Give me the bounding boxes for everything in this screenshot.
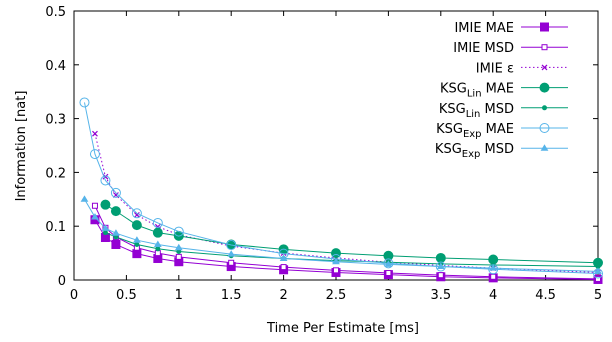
data-point xyxy=(92,130,98,137)
legend-label: IMIE MSD xyxy=(453,41,514,56)
y-tick-label: 0 xyxy=(58,274,66,289)
data-point xyxy=(435,252,446,263)
data-point xyxy=(102,230,108,236)
legend-entry-6: KSGExp MAE xyxy=(436,122,568,140)
legend-marker xyxy=(541,44,548,51)
data-point xyxy=(100,175,111,186)
data-point xyxy=(155,246,161,252)
data-point xyxy=(174,243,183,251)
series-line xyxy=(94,205,599,280)
data-point xyxy=(132,236,141,243)
legend-label: KSGExp MSD xyxy=(435,142,514,160)
legend-marker xyxy=(540,22,549,32)
data-point xyxy=(131,220,142,231)
legend-label: KSGLin MSD xyxy=(439,102,514,120)
series-line xyxy=(83,102,599,275)
data-point xyxy=(153,240,162,247)
data-point xyxy=(152,227,163,238)
x-axis-label: Time Per Estimate [ms] xyxy=(266,321,419,336)
x-tick-label: 1 xyxy=(175,288,183,303)
y-axis-ticks: 0 0.1 0.2 0.3 0.4 0.5 xyxy=(45,5,598,289)
series-line xyxy=(105,232,599,268)
x-tick-label: 2 xyxy=(279,288,287,303)
legend-entry-1: IMIE MAE xyxy=(454,21,568,36)
data-point xyxy=(80,195,89,202)
legend-label: KSGExp MAE xyxy=(436,122,514,140)
y-axis-label: Information [nat] xyxy=(14,91,29,202)
legend-marker xyxy=(542,105,547,111)
x-tick-label: 4.5 xyxy=(535,288,556,303)
x-tick-label: 0.5 xyxy=(116,288,137,303)
x-tick-label: 3 xyxy=(384,288,392,303)
data-point xyxy=(134,241,140,247)
legend-marker xyxy=(541,64,548,71)
legend: IMIE MAE IMIE MSD IMIE ε KSGLin MAE KSGLin M… xyxy=(435,21,568,160)
legend-entry-4: KSGLin MAE xyxy=(440,82,568,100)
data-point xyxy=(280,264,287,271)
data-point xyxy=(110,187,121,198)
data-point xyxy=(154,250,161,257)
data-point xyxy=(175,253,182,260)
x-tick-label: 3.5 xyxy=(430,288,451,303)
y-tick-label: 0.3 xyxy=(45,113,66,128)
y-tick-label: 0.4 xyxy=(45,59,66,74)
data-point xyxy=(111,239,121,249)
legend-marker xyxy=(540,144,549,151)
x-tick-label: 4 xyxy=(489,288,497,303)
legend-entry-7: KSGExp MSD xyxy=(435,142,568,160)
legend-entry-2: IMIE MSD xyxy=(453,41,568,56)
x-axis-ticks: 0 0.5 1 1.5 2 2.5 3 3.5 4 4.5 5 xyxy=(70,11,602,303)
data-point xyxy=(332,257,340,265)
legend-entry-3: IMIE ε xyxy=(476,61,568,76)
data-point xyxy=(152,217,163,228)
data-point xyxy=(228,259,235,266)
data-point xyxy=(112,229,120,236)
data-point xyxy=(91,202,98,209)
data-point xyxy=(89,149,100,160)
data-point xyxy=(383,258,394,269)
x-tick-label: 2.5 xyxy=(326,288,347,303)
data-point xyxy=(437,272,444,279)
data-point xyxy=(79,97,90,108)
plot-frame xyxy=(73,10,599,281)
series-7 xyxy=(80,195,602,274)
data-point xyxy=(594,267,602,274)
data-point xyxy=(226,240,237,251)
data-point xyxy=(595,275,601,282)
data-point xyxy=(227,250,236,257)
y-tick-label: 0.2 xyxy=(45,166,66,181)
data-point xyxy=(333,267,339,274)
data-point xyxy=(132,249,142,259)
y-tick-label: 0.1 xyxy=(45,220,66,235)
plot-area xyxy=(73,10,599,281)
data-point xyxy=(133,211,140,218)
x-tick-label: 0 xyxy=(70,288,78,303)
legend-entry-5: KSGLin MSD xyxy=(439,102,568,120)
legend-marker xyxy=(539,123,550,133)
legend-label: IMIE MAE xyxy=(454,21,514,36)
data-point xyxy=(489,264,498,271)
legend-label: IMIE ε xyxy=(476,61,514,76)
x-tick-label: 5 xyxy=(594,288,602,303)
data-point xyxy=(279,254,288,261)
data-point xyxy=(91,213,99,220)
data-point xyxy=(384,260,393,267)
data-point xyxy=(385,270,392,277)
data-point xyxy=(436,262,445,270)
data-point xyxy=(131,208,142,219)
legend-label: KSGLin MAE xyxy=(440,82,514,100)
series-4 xyxy=(100,199,603,268)
data-point xyxy=(173,226,184,237)
series-layer xyxy=(79,97,603,284)
data-point xyxy=(110,206,121,217)
data-point xyxy=(100,199,111,210)
x-tick-label: 1.5 xyxy=(221,288,242,303)
series-line xyxy=(94,133,599,273)
data-point xyxy=(490,273,497,280)
y-tick-label: 0.5 xyxy=(45,5,66,20)
data-point xyxy=(101,224,110,231)
legend-marker xyxy=(539,82,550,93)
